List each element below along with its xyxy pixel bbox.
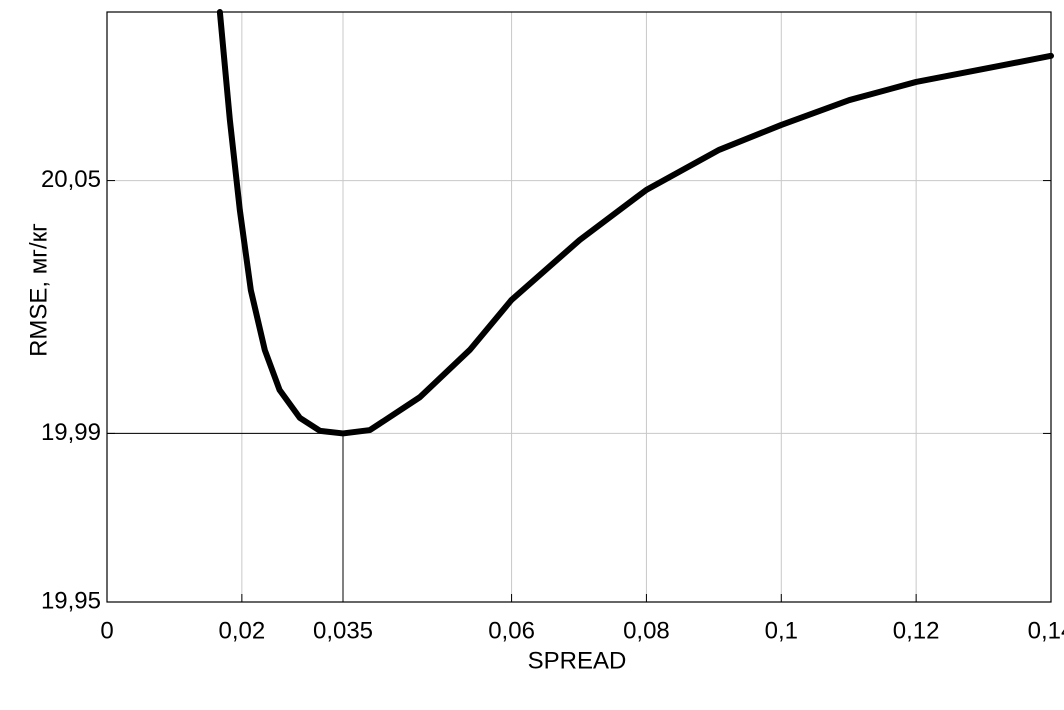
x-tick-label: 0,08 xyxy=(623,617,670,644)
x-axis-label: SPREAD xyxy=(528,647,627,674)
y-tick-label: 19,99 xyxy=(41,419,101,446)
x-tick-label: 0,06 xyxy=(488,617,535,644)
x-tick-label: 0,14 xyxy=(1028,617,1064,644)
y-tick-label: 19,95 xyxy=(41,587,101,614)
data-line xyxy=(216,9,1054,437)
x-tick-label: 0 xyxy=(100,617,113,644)
x-tick-label: 0,1 xyxy=(765,617,798,644)
x-tick-label: 0,12 xyxy=(893,617,940,644)
y-tick-label: 20,05 xyxy=(41,166,101,193)
plot-frame xyxy=(106,11,1052,603)
y-axis-label: RMSE, мг/кг xyxy=(25,223,52,357)
x-tick-label: 0,02 xyxy=(218,617,265,644)
x-tick-label: 0,035 xyxy=(313,617,373,644)
